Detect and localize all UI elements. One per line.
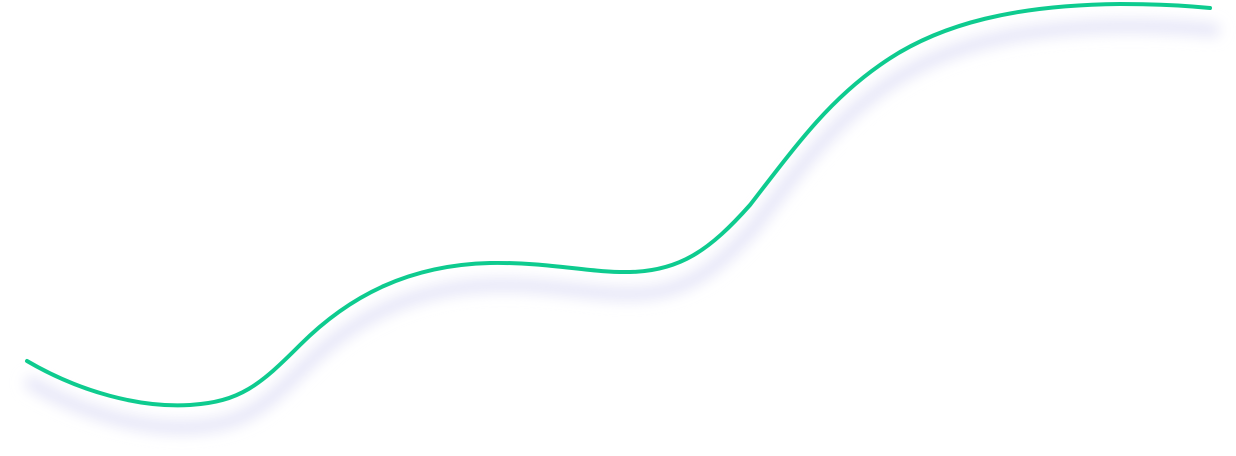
curve-shadow — [25, 19, 1220, 434]
curve-line — [25, 1, 1212, 408]
